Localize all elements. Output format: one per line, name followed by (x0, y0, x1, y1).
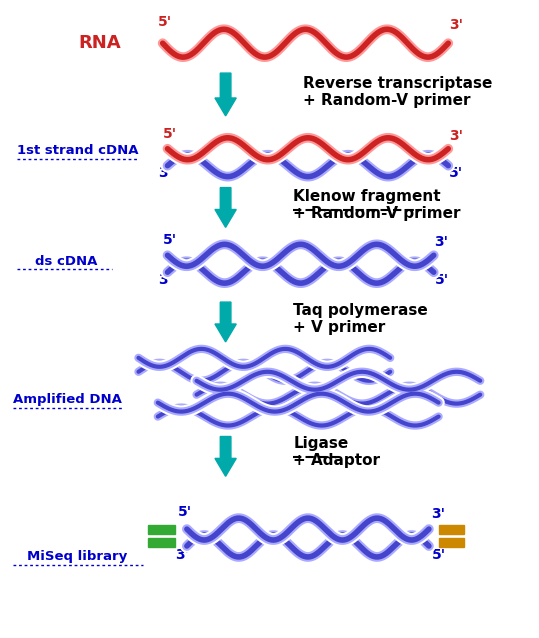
Text: 1st strand cDNA: 1st strand cDNA (17, 144, 138, 157)
Text: 3': 3' (449, 19, 463, 33)
FancyArrow shape (215, 436, 236, 477)
Text: + Random-V primer: + Random-V primer (303, 93, 471, 108)
Text: 5': 5' (162, 234, 176, 248)
Text: Klenow fragment: Klenow fragment (293, 188, 441, 204)
Text: Taq polymerase: Taq polymerase (293, 303, 428, 318)
Text: 3': 3' (434, 235, 448, 249)
Text: Ligase: Ligase (293, 436, 349, 452)
Text: MiSeq library: MiSeq library (27, 551, 128, 563)
Text: + V primer: + V primer (293, 320, 385, 335)
Text: Amplified DNA: Amplified DNA (13, 393, 122, 406)
Polygon shape (439, 525, 464, 534)
FancyArrow shape (215, 188, 236, 227)
Text: 3': 3' (175, 548, 189, 562)
Text: 3': 3' (432, 507, 446, 521)
FancyArrow shape (215, 302, 236, 342)
Text: 5': 5' (449, 166, 463, 180)
Text: 3': 3' (158, 273, 172, 287)
Text: 5': 5' (157, 15, 172, 29)
Polygon shape (148, 525, 175, 534)
Text: 5': 5' (432, 548, 446, 562)
Text: + Random-V primer: + Random-V primer (293, 207, 461, 221)
Text: 5': 5' (178, 505, 192, 519)
Polygon shape (439, 538, 464, 547)
Text: + Adaptor: + Adaptor (293, 454, 381, 468)
Text: 3': 3' (158, 166, 172, 180)
Polygon shape (148, 538, 175, 547)
Text: RNA: RNA (79, 34, 121, 52)
Text: ds cDNA: ds cDNA (34, 255, 97, 268)
Text: 5': 5' (162, 127, 176, 141)
Text: 5': 5' (434, 273, 448, 287)
Text: Reverse transcriptase: Reverse transcriptase (303, 76, 493, 91)
FancyArrow shape (215, 73, 236, 116)
Text: 3': 3' (449, 129, 463, 143)
